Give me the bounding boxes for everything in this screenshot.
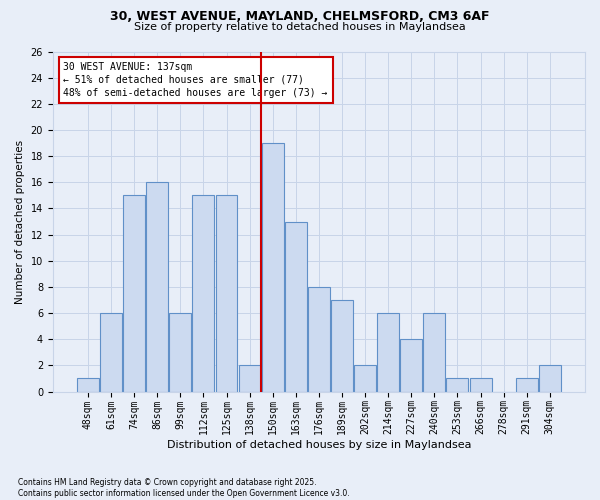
- Y-axis label: Number of detached properties: Number of detached properties: [15, 140, 25, 304]
- Text: 30 WEST AVENUE: 137sqm
← 51% of detached houses are smaller (77)
48% of semi-det: 30 WEST AVENUE: 137sqm ← 51% of detached…: [64, 62, 328, 98]
- Text: Size of property relative to detached houses in Maylandsea: Size of property relative to detached ho…: [134, 22, 466, 32]
- Bar: [308, 287, 330, 392]
- Bar: [424, 313, 445, 392]
- Bar: [123, 196, 145, 392]
- Bar: [193, 196, 214, 392]
- Bar: [77, 378, 99, 392]
- Bar: [100, 313, 122, 392]
- Bar: [446, 378, 469, 392]
- X-axis label: Distribution of detached houses by size in Maylandsea: Distribution of detached houses by size …: [167, 440, 471, 450]
- Text: Contains HM Land Registry data © Crown copyright and database right 2025.
Contai: Contains HM Land Registry data © Crown c…: [18, 478, 350, 498]
- Bar: [354, 366, 376, 392]
- Bar: [239, 366, 260, 392]
- Text: 30, WEST AVENUE, MAYLAND, CHELMSFORD, CM3 6AF: 30, WEST AVENUE, MAYLAND, CHELMSFORD, CM…: [110, 10, 490, 23]
- Bar: [377, 313, 399, 392]
- Bar: [400, 339, 422, 392]
- Bar: [285, 222, 307, 392]
- Bar: [146, 182, 168, 392]
- Bar: [331, 300, 353, 392]
- Bar: [470, 378, 491, 392]
- Bar: [262, 143, 284, 392]
- Bar: [215, 196, 238, 392]
- Bar: [516, 378, 538, 392]
- Bar: [169, 313, 191, 392]
- Bar: [539, 366, 561, 392]
